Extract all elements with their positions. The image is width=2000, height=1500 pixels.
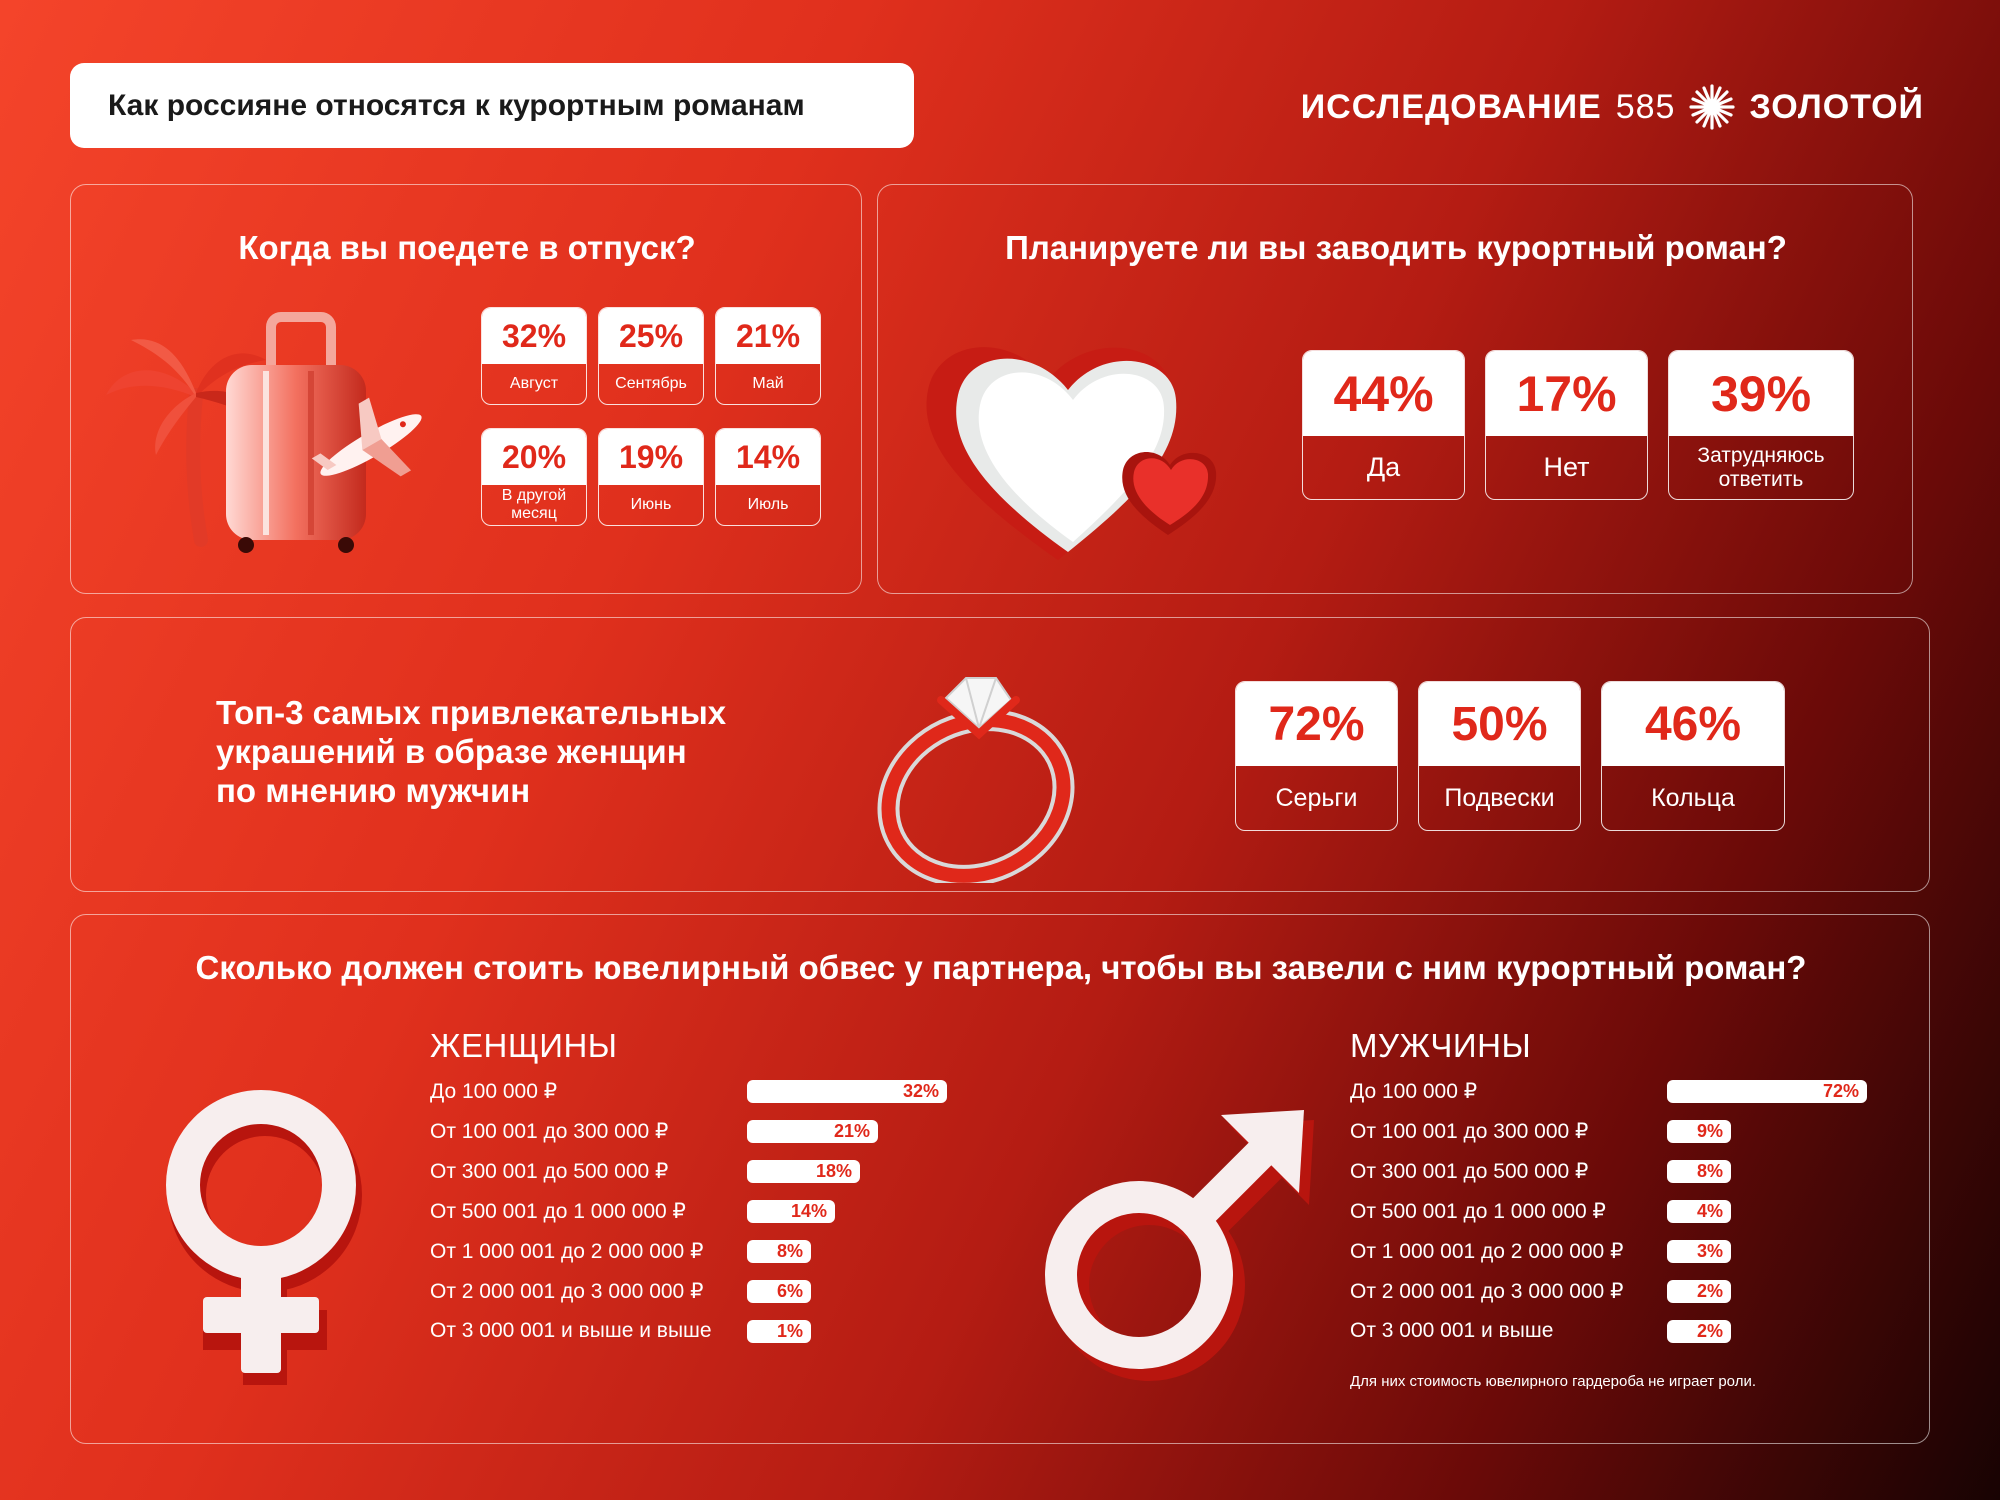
stat-card: 19% Июнь [598, 428, 704, 526]
jewelry-title-line-2: украшений в образе женщин [216, 733, 687, 770]
bar: 3% [1667, 1240, 1731, 1263]
suitcase-palm-plane-illustration [106, 312, 422, 553]
hearts-illustration [926, 347, 1217, 560]
stat-value: 39% [1669, 351, 1853, 436]
stat-label: Подвески [1444, 784, 1555, 813]
stat-label: Кольца [1651, 784, 1735, 813]
stat-value: 19% [599, 429, 703, 485]
jewelry-panel: Топ-3 самых привлекательных украшений в … [70, 617, 1930, 892]
stat-label: Июль [747, 496, 789, 514]
stat-value: 32% [482, 308, 586, 364]
stat-card: 72% Серьги [1235, 681, 1398, 831]
page-title: Как россияне относятся к курортным роман… [70, 63, 914, 148]
cost-title: Сколько должен стоить ювелирный обвес у … [195, 949, 1807, 986]
stat-card: 44% Да [1302, 350, 1465, 500]
romance-panel: Планируете ли вы заводить курортный рома… [877, 184, 1913, 594]
stat-card: 50% Подвески [1418, 681, 1581, 831]
stat-label: Да [1366, 451, 1401, 482]
romance-title: Планируете ли вы заводить курортный рома… [1005, 229, 1787, 266]
brand-logo: ИССЛЕДОВАНИЕ 585 ЗОЛОТОЙ [1301, 84, 1924, 130]
stat-card: 46% Кольца [1601, 681, 1785, 831]
stat-card: 14% Июль [715, 428, 821, 526]
bar: 18% [747, 1160, 860, 1183]
bar: 2% [1667, 1320, 1731, 1343]
bar-label: От 2 000 001 до 3 000 000 ₽ [430, 1280, 704, 1303]
stat-label: В другой месяц [501, 487, 567, 522]
stat-value: 17% [1486, 351, 1647, 436]
stat-card: 17% Нет [1485, 350, 1648, 500]
bar-label: От 100 001 до 300 000 ₽ [1350, 1120, 1589, 1143]
bar-label: От 3 000 001 и выше и выше [430, 1319, 712, 1342]
bar: 72% [1667, 1080, 1867, 1103]
cost-panel: Сколько должен стоить ювелирный обвес у … [70, 914, 1930, 1444]
jewelry-title: Топ-3 самых привлекательных украшений в … [216, 693, 726, 810]
bar: 32% [747, 1080, 947, 1103]
brand-number: 585 [1615, 87, 1676, 126]
women-title: ЖЕНЩИНЫ [430, 1027, 618, 1064]
men-title: МУЖЧИНЫ [1350, 1027, 1532, 1064]
stat-value: 21% [716, 308, 820, 364]
stat-label: Нет [1543, 451, 1590, 482]
stat-value: 14% [716, 429, 820, 485]
jewelry-title-line-3: по мнению мужчин [216, 772, 531, 809]
male-symbol-icon [1045, 1110, 1314, 1381]
stat-label: Затрудняюсь ответить [1697, 444, 1825, 491]
stat-card: 39% Затрудняюсь ответить [1668, 350, 1854, 500]
bar: 9% [1667, 1120, 1731, 1143]
stat-label: Август [509, 375, 559, 393]
stat-value: 25% [599, 308, 703, 364]
stat-card: 20% В другой месяц [481, 428, 587, 526]
bar-label: До 100 000 ₽ [430, 1080, 558, 1103]
jewelry-title-line-1: Топ-3 самых привлекательных [216, 694, 727, 731]
bar: 6% [747, 1280, 811, 1303]
men-note: Для них стоимость ювелирного гардероба н… [1350, 1373, 1756, 1390]
stat-value: 46% [1602, 682, 1784, 766]
stat-label: Серьги [1275, 784, 1358, 813]
stat-label: Сентябрь [615, 375, 687, 393]
bar-label: От 300 001 до 500 000 ₽ [430, 1160, 669, 1183]
vacation-panel: Когда вы поедете в отпуск? 32% А [70, 184, 862, 594]
vacation-title: Когда вы поедете в отпуск? [238, 229, 696, 266]
bar: 14% [747, 1200, 835, 1223]
bar-label: От 3 000 001 и выше [1350, 1319, 1554, 1342]
stat-card: 21% Май [715, 307, 821, 405]
bar-label: От 100 001 до 300 000 ₽ [430, 1120, 669, 1143]
stat-value: 20% [482, 429, 586, 485]
stat-card: 25% Сентябрь [598, 307, 704, 405]
bar: 8% [747, 1240, 811, 1263]
bar-label: От 1 000 001 до 2 000 000 ₽ [1350, 1240, 1624, 1263]
ring-illustration [877, 677, 1075, 883]
bar-label: От 300 001 до 500 000 ₽ [1350, 1160, 1589, 1183]
bar: 2% [1667, 1280, 1731, 1303]
stat-value: 44% [1303, 351, 1464, 436]
bar-label: От 500 001 до 1 000 000 ₽ [1350, 1200, 1606, 1223]
bar: 1% [747, 1320, 811, 1343]
bar-label: От 1 000 001 до 2 000 000 ₽ [430, 1240, 704, 1263]
stat-value: 72% [1236, 682, 1397, 766]
bar-label: От 500 001 до 1 000 000 ₽ [430, 1200, 686, 1223]
bar: 8% [1667, 1160, 1731, 1183]
female-symbol-icon [166, 1090, 362, 1385]
bar: 21% [747, 1120, 878, 1143]
bar-label: От 2 000 001 до 3 000 000 ₽ [1350, 1280, 1624, 1303]
stat-value: 50% [1419, 682, 1580, 766]
brand-name: ЗОЛОТОЙ [1749, 87, 1924, 126]
brand-word: ИССЛЕДОВАНИЕ [1300, 87, 1602, 126]
stat-card: 32% Август [481, 307, 587, 405]
stat-label: Июнь [630, 496, 672, 514]
stat-label: Май [752, 375, 784, 393]
bar-label: До 100 000 ₽ [1350, 1080, 1478, 1103]
bar: 4% [1667, 1200, 1731, 1223]
sparkle-icon [1689, 84, 1736, 130]
